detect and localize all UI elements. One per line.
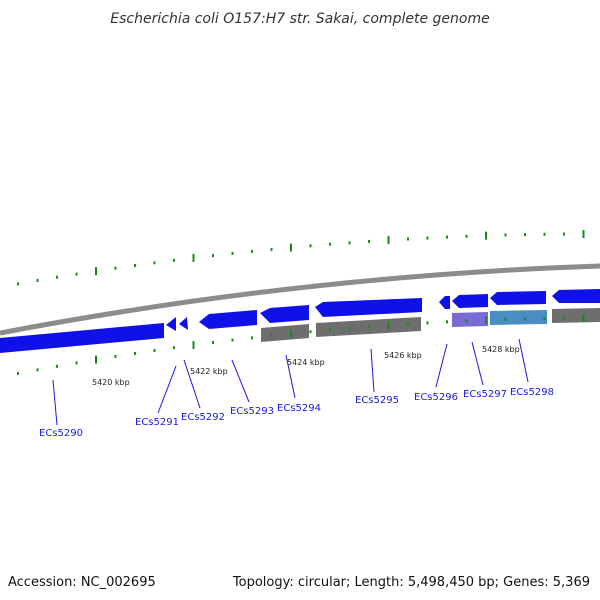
gene-next-reverse[interactable] xyxy=(552,308,600,323)
topology-text: Topology: circular; Length: 5,498,450 bp… xyxy=(232,575,590,590)
gene-next-forward[interactable] xyxy=(552,289,600,303)
gene-ECs5298[interactable] xyxy=(490,291,546,305)
gene-ECs5293[interactable] xyxy=(199,310,257,329)
leader-ECs5298 xyxy=(518,338,529,383)
gene-labels: ECs5290 ECs5291 ECs5292 ECs5293 ECs5294 … xyxy=(39,387,554,439)
outer-tick-ring xyxy=(17,230,585,286)
label-leader-lines xyxy=(52,338,529,426)
gene-ECs5291[interactable] xyxy=(166,317,176,331)
gene-ECs5294[interactable] xyxy=(260,305,309,323)
gene-ECs5292[interactable] xyxy=(179,317,188,330)
gene-ECs5297-purple[interactable] xyxy=(452,312,488,327)
scale-labels: 5420 kbp 5422 kbp 5424 kbp 5426 kbp 5428… xyxy=(92,345,520,387)
inner-tick-ring xyxy=(17,314,585,375)
leader-ECs5295 xyxy=(370,348,375,393)
leader-ECs5292 xyxy=(183,359,201,409)
gene-label-ECs5294[interactable]: ECs5294 xyxy=(277,403,321,414)
gene-ECs5295[interactable] xyxy=(315,298,422,317)
gene-label-ECs5291[interactable]: ECs5291 xyxy=(135,417,179,428)
genome-backbone xyxy=(0,263,600,336)
gene-features xyxy=(0,289,600,353)
scale-label-5426: 5426 kbp xyxy=(384,351,422,360)
gene-ECs5294-reverse[interactable] xyxy=(261,324,309,342)
leader-ECs5296 xyxy=(435,343,448,388)
gene-ECs5296[interactable] xyxy=(439,296,450,309)
gene-label-ECs5292[interactable]: ECs5292 xyxy=(181,412,225,423)
gene-ECs5298-teal[interactable] xyxy=(490,310,547,325)
leader-ECs5297 xyxy=(471,341,484,386)
gene-label-ECs5290[interactable]: ECs5290 xyxy=(39,428,83,439)
accession-text: Accession: NC_002695 xyxy=(8,575,156,590)
gene-label-ECs5293[interactable]: ECs5293 xyxy=(230,406,274,417)
leader-ECs5293 xyxy=(231,359,250,403)
scale-label-5424: 5424 kbp xyxy=(287,358,325,367)
leader-ECs5291 xyxy=(157,365,177,414)
gene-label-ECs5295[interactable]: ECs5295 xyxy=(355,395,399,406)
gene-label-ECs5297[interactable]: ECs5297 xyxy=(463,389,507,400)
leader-ECs5294 xyxy=(285,354,296,399)
leader-ECs5290 xyxy=(52,379,58,426)
scale-label-5428: 5428 kbp xyxy=(482,345,520,354)
gene-label-ECs5298[interactable]: ECs5298 xyxy=(510,387,554,398)
scale-label-5420: 5420 kbp xyxy=(92,378,130,387)
gene-ECs5297[interactable] xyxy=(452,294,488,308)
gene-ECs5290[interactable] xyxy=(0,323,164,353)
map-title: Escherichia coli O157:H7 str. Sakai, com… xyxy=(110,11,489,27)
scale-label-5422: 5422 kbp xyxy=(190,367,228,376)
gene-label-ECs5296[interactable]: ECs5296 xyxy=(414,392,458,403)
